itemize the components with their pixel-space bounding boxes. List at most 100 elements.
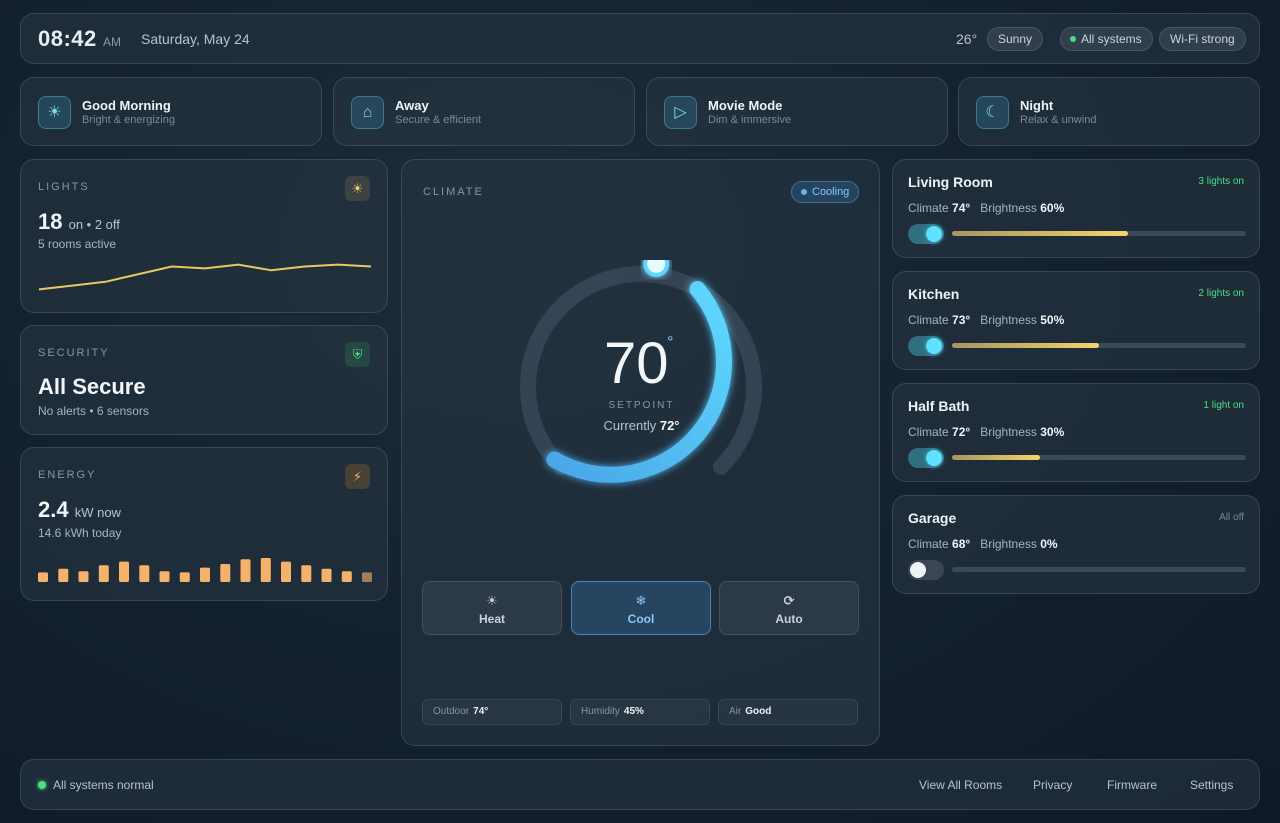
brightness-slider[interactable] <box>952 455 1246 460</box>
climate-label: Climate <box>908 313 949 327</box>
dial-handle[interactable] <box>643 260 670 277</box>
energy-bar <box>220 564 231 582</box>
lightning-icon: ⚡ <box>345 464 370 489</box>
scene-good-morning[interactable]: ☀ Good Morning Bright & energizing <box>20 77 322 146</box>
stat-value: 74° <box>473 706 489 717</box>
scene-away[interactable]: ⌂ Away Secure & efficient <box>333 77 635 146</box>
brightness-value: 60% <box>1040 201 1065 215</box>
lights-count: 18 on • 2 off <box>38 209 120 235</box>
systems-chip-label: All systems <box>1081 32 1142 46</box>
scene-name: Night <box>1020 98 1054 113</box>
energy-label: ENERGY <box>38 469 97 481</box>
stat-value: Good <box>745 706 772 717</box>
lights-card[interactable]: LIGHTS ☀ 18 on • 2 off 5 rooms active <box>20 159 388 313</box>
mode-label: Auto <box>775 612 803 626</box>
climate-label: CLIMATE <box>423 186 484 198</box>
energy-bar <box>240 559 251 582</box>
energy-subtitle: 14.6 kWh today <box>38 526 122 540</box>
stat-humidity: Humidity 45% <box>570 699 710 725</box>
mode-label: Cool <box>627 612 655 626</box>
setpoint-label: SETPOINT <box>608 400 675 411</box>
firmware-link[interactable]: Firmware <box>1107 778 1157 792</box>
security-card[interactable]: SECURITY ⛨ All Secure No alerts • 6 sens… <box>20 325 388 435</box>
moon-icon: ☾ <box>976 96 1009 129</box>
room-card-half-bath[interactable]: Half Bath 1 light on Climate 72° Brightne… <box>892 383 1260 482</box>
brightness-slider[interactable] <box>952 343 1246 348</box>
current-prefix: Currently <box>603 418 657 433</box>
privacy-link[interactable]: Privacy <box>1033 778 1073 792</box>
toggle-knob <box>910 562 926 578</box>
lights-trend-line <box>38 263 372 291</box>
scene-subtitle: Dim & immersive <box>708 114 792 126</box>
brightness-value: 0% <box>1040 537 1058 551</box>
scene-name: Good Morning <box>82 98 171 113</box>
climate-value: 68° <box>952 537 971 551</box>
room-light-toggle[interactable] <box>908 224 944 244</box>
weather-chip: Sunny <box>987 27 1044 51</box>
climate-card: CLIMATE Cooling 70 ° SETPOINT Currently … <box>401 159 880 746</box>
energy-bar-chart <box>38 558 372 582</box>
systems-chip[interactable]: All systems <box>1060 27 1153 51</box>
shield-icon: ⛨ <box>345 342 370 367</box>
current-value: 72° <box>659 418 680 433</box>
status-dot-icon <box>1070 36 1076 42</box>
energy-unit: kW now <box>74 505 121 520</box>
room-light-toggle[interactable] <box>908 336 944 356</box>
scene-subtitle: Bright & energizing <box>82 114 175 126</box>
scene-movie-mode[interactable]: ▷ Movie Mode Dim & immersive <box>646 77 948 146</box>
lights-on-text: on • 2 off <box>68 217 120 232</box>
energy-bar <box>281 561 291 582</box>
stat-air: Air Good <box>718 699 858 725</box>
room-name: Living Room <box>908 174 993 190</box>
climate-value: 74° <box>952 201 971 215</box>
room-card-garage[interactable]: Garage All off Climate 68° Brightness 0% <box>892 495 1260 594</box>
scene-night[interactable]: ☾ Night Relax & unwind <box>958 77 1260 146</box>
scene-name: Movie Mode <box>708 98 783 113</box>
energy-value-row: 2.4 kW now <box>38 497 121 523</box>
energy-card[interactable]: ENERGY ⚡ 2.4 kW now 14.6 kWh today <box>20 447 388 601</box>
room-light-toggle[interactable] <box>908 560 944 580</box>
security-subtitle: No alerts • 6 sensors <box>38 404 149 418</box>
climate-label: Climate <box>908 201 949 215</box>
room-card-kitchen[interactable]: Kitchen 2 lights on Climate 73° Brightnes… <box>892 271 1260 370</box>
lights-subtitle: 5 rooms active <box>38 237 117 251</box>
thermostat-dial[interactable] <box>491 260 791 520</box>
climate-label: Climate <box>908 425 949 439</box>
energy-value: 2.4 <box>38 497 69 522</box>
mode-auto-button[interactable]: ⟳ Auto <box>719 581 859 635</box>
room-status: 2 lights on <box>1198 288 1244 299</box>
view-all-rooms-link[interactable]: View All Rooms <box>919 778 1003 792</box>
room-name: Kitchen <box>908 286 960 302</box>
brightness-label: Brightness <box>980 313 1037 327</box>
mode-label: Heat <box>478 612 505 626</box>
play-icon: ▷ <box>664 96 697 129</box>
mode-cool-button[interactable]: ❄ Cool <box>571 581 711 635</box>
brightness-value: 30% <box>1040 425 1065 439</box>
wifi-chip[interactable]: Wi-Fi strong <box>1159 27 1246 51</box>
mode-heat-button[interactable]: ☀ Heat <box>422 581 562 635</box>
brightness-value: 50% <box>1040 313 1065 327</box>
room-light-toggle[interactable] <box>908 448 944 468</box>
settings-link[interactable]: Settings <box>1190 778 1234 792</box>
stat-label: Outdoor <box>433 706 470 717</box>
energy-bar <box>200 567 210 582</box>
energy-bar <box>159 571 170 582</box>
brightness-slider[interactable] <box>952 567 1246 572</box>
cooling-badge: Cooling <box>791 181 860 203</box>
energy-bar <box>341 571 352 582</box>
scene-subtitle: Relax & unwind <box>1020 114 1097 126</box>
energy-bar <box>321 568 332 582</box>
top-bar: 08:42 AM Saturday, May 24 26° Sunny All … <box>20 13 1260 64</box>
room-climate-row: Climate 74° Brightness 60% <box>908 201 1064 215</box>
energy-bar <box>78 571 89 582</box>
date-label: Saturday, May 24 <box>141 31 250 47</box>
brightness-slider[interactable] <box>952 231 1246 236</box>
room-card-living-room[interactable]: Living Room 3 lights on Climate 74° Brigh… <box>892 159 1260 258</box>
toggle-knob <box>926 450 942 466</box>
toggle-knob <box>926 338 942 354</box>
lights-on-count: 18 <box>38 209 63 234</box>
brightness-label: Brightness <box>980 201 1037 215</box>
room-status: 3 lights on <box>1198 176 1244 187</box>
energy-bar <box>139 565 150 582</box>
setpoint-value: 70 <box>604 331 669 396</box>
